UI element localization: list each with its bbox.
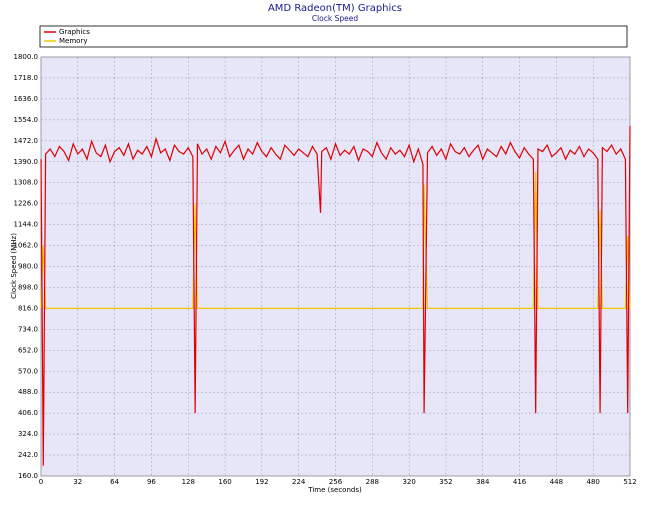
x-tick-label: 96 bbox=[147, 478, 156, 486]
chart-title: AMD Radeon(TM) Graphics bbox=[268, 3, 402, 14]
chart-subtitle: Clock Speed bbox=[312, 14, 359, 23]
y-tick-label: 734.0 bbox=[18, 325, 38, 333]
x-tick-label: 64 bbox=[110, 478, 119, 486]
x-tick-label: 192 bbox=[255, 478, 268, 486]
x-tick-label: 160 bbox=[218, 478, 231, 486]
y-tick-label: 1636.0 bbox=[14, 95, 39, 103]
legend-label: Memory bbox=[59, 37, 87, 45]
y-axis-label: Clock Speed (MHz) bbox=[10, 233, 18, 299]
y-tick-label: 242.0 bbox=[18, 451, 38, 459]
y-tick-label: 324.0 bbox=[18, 430, 38, 438]
y-tick-label: 898.0 bbox=[18, 283, 38, 291]
legend-box bbox=[39, 25, 628, 48]
y-tick-label: 1718.0 bbox=[14, 74, 39, 82]
y-tick-label: 1554.0 bbox=[14, 116, 39, 124]
x-tick-label: 448 bbox=[550, 478, 563, 486]
y-tick-label: 1144.0 bbox=[14, 221, 39, 229]
y-tick-label: 1062.0 bbox=[14, 242, 39, 250]
x-axis-label: Time (seconds) bbox=[307, 486, 362, 494]
series-line bbox=[40, 125, 631, 466]
x-tick-label: 128 bbox=[182, 478, 195, 486]
y-tick-label: 816.0 bbox=[18, 304, 38, 312]
y-tick-label: 652.0 bbox=[18, 346, 38, 354]
x-tick-label: 384 bbox=[476, 478, 490, 486]
y-tick-label: 570.0 bbox=[18, 367, 38, 375]
x-tick-label: 512 bbox=[623, 478, 636, 486]
x-tick-label: 352 bbox=[439, 478, 452, 486]
x-tick-label: 416 bbox=[513, 478, 527, 486]
y-tick-label: 1308.0 bbox=[14, 179, 39, 187]
y-tick-label: 1226.0 bbox=[14, 200, 39, 208]
y-tick-label: 406.0 bbox=[18, 409, 38, 417]
x-tick-label: 256 bbox=[329, 478, 343, 486]
x-tick-label: 224 bbox=[292, 478, 306, 486]
y-tick-label: 1390.0 bbox=[14, 158, 39, 166]
x-tick-label: 288 bbox=[366, 478, 379, 486]
x-tick-label: 480 bbox=[587, 478, 600, 486]
x-tick-label: 32 bbox=[73, 478, 82, 486]
y-tick-label: 1800.0 bbox=[14, 53, 39, 61]
y-tick-label: 488.0 bbox=[18, 388, 38, 396]
y-tick-label: 980.0 bbox=[18, 263, 38, 271]
y-tick-label: 1472.0 bbox=[14, 137, 39, 145]
y-tick-label: 160.0 bbox=[18, 472, 38, 480]
legend-label: Graphics bbox=[59, 28, 90, 36]
x-tick-label: 320 bbox=[402, 478, 415, 486]
x-tick-label: 0 bbox=[39, 478, 43, 486]
